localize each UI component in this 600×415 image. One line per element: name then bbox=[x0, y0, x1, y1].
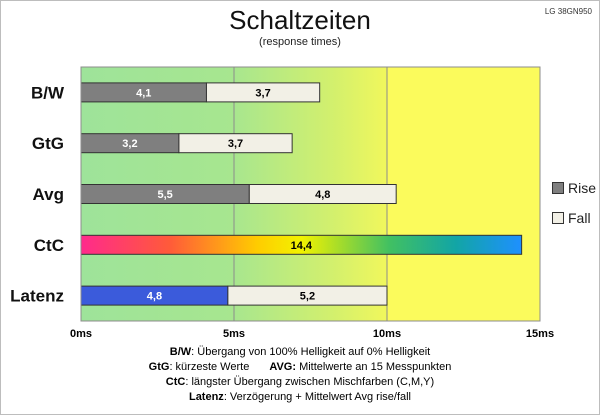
category-label: GtG bbox=[32, 134, 64, 153]
note-latenz: Latenz: Verzögerung + Mittelwert Avg ris… bbox=[0, 390, 600, 405]
note-bw-text: : Übergang von 100% Helligkeit auf 0% He… bbox=[191, 346, 431, 358]
data-label-rise: 4,1 bbox=[136, 87, 151, 99]
note-ctc-key: CtC bbox=[165, 376, 186, 388]
legend: Rise Fall bbox=[552, 178, 596, 238]
chart-title: Schaltzeiten bbox=[229, 5, 371, 35]
note-avg-key: AVG: bbox=[269, 361, 297, 373]
category-label: B/W bbox=[31, 83, 65, 102]
x-tick-label: 0ms bbox=[70, 328, 92, 340]
data-label-rise: 4,8 bbox=[147, 291, 162, 303]
chart-subtitle: (response times) bbox=[259, 36, 341, 48]
legend-label-rise: Rise bbox=[568, 180, 597, 196]
note-bw: B/W: Übergang von 100% Helligkeit auf 0%… bbox=[0, 345, 600, 360]
category-label: Latenz bbox=[10, 287, 64, 306]
note-avg-text: Mittelwerte an 15 Messpunkten bbox=[296, 361, 452, 373]
monitor-model: LG 38GN950 bbox=[544, 7, 592, 16]
bar-fall bbox=[178, 133, 293, 154]
x-tick-label: 5ms bbox=[223, 328, 245, 340]
plot-border bbox=[80, 66, 541, 322]
note-gtg-text: : kürzeste Werte bbox=[169, 361, 250, 373]
plot-yellow-zone bbox=[387, 67, 540, 321]
bar-fall bbox=[227, 285, 388, 306]
legend-swatch-rise bbox=[552, 182, 564, 194]
note-ctc: CtC: längster Übergang zwischen Mischfar… bbox=[0, 375, 600, 390]
data-label-fall: 4,8 bbox=[315, 189, 330, 201]
note-gtg-key: GtG bbox=[148, 361, 170, 373]
legend-swatch-fall bbox=[552, 212, 564, 224]
x-tick-label: 15ms bbox=[526, 328, 554, 340]
note-latenz-text: : Verzögerung + Mittelwert Avg rise/fall bbox=[223, 391, 412, 403]
legend-item-fall: Fall bbox=[552, 208, 596, 228]
note-gtg-avg: GtG: kürzeste Werte AVG: Mittelwerte an 1… bbox=[0, 360, 600, 375]
category-label: Avg bbox=[33, 185, 65, 204]
data-label: 14,4 bbox=[291, 240, 313, 252]
data-label-rise: 5,5 bbox=[158, 189, 173, 201]
note-latenz-key: Latenz bbox=[188, 391, 224, 403]
bar-fall bbox=[205, 82, 321, 103]
note-bw-key: B/W bbox=[169, 346, 192, 358]
x-tick-label: 10ms bbox=[373, 328, 401, 340]
data-label-fall: 3,7 bbox=[255, 87, 270, 99]
category-label: CtC bbox=[34, 236, 64, 255]
legend-label-fall: Fall bbox=[568, 210, 591, 226]
bar-fall bbox=[248, 184, 397, 204]
data-label-rise: 3,2 bbox=[122, 138, 137, 150]
notes: B/W: Übergang von 100% Helligkeit auf 0%… bbox=[0, 345, 600, 405]
note-ctc-text: : längster Übergang zwischen Mischfarben… bbox=[185, 376, 435, 388]
legend-item-rise: Rise bbox=[552, 178, 596, 198]
data-label-fall: 5,2 bbox=[300, 291, 315, 303]
data-label-fall: 3,7 bbox=[228, 138, 243, 150]
